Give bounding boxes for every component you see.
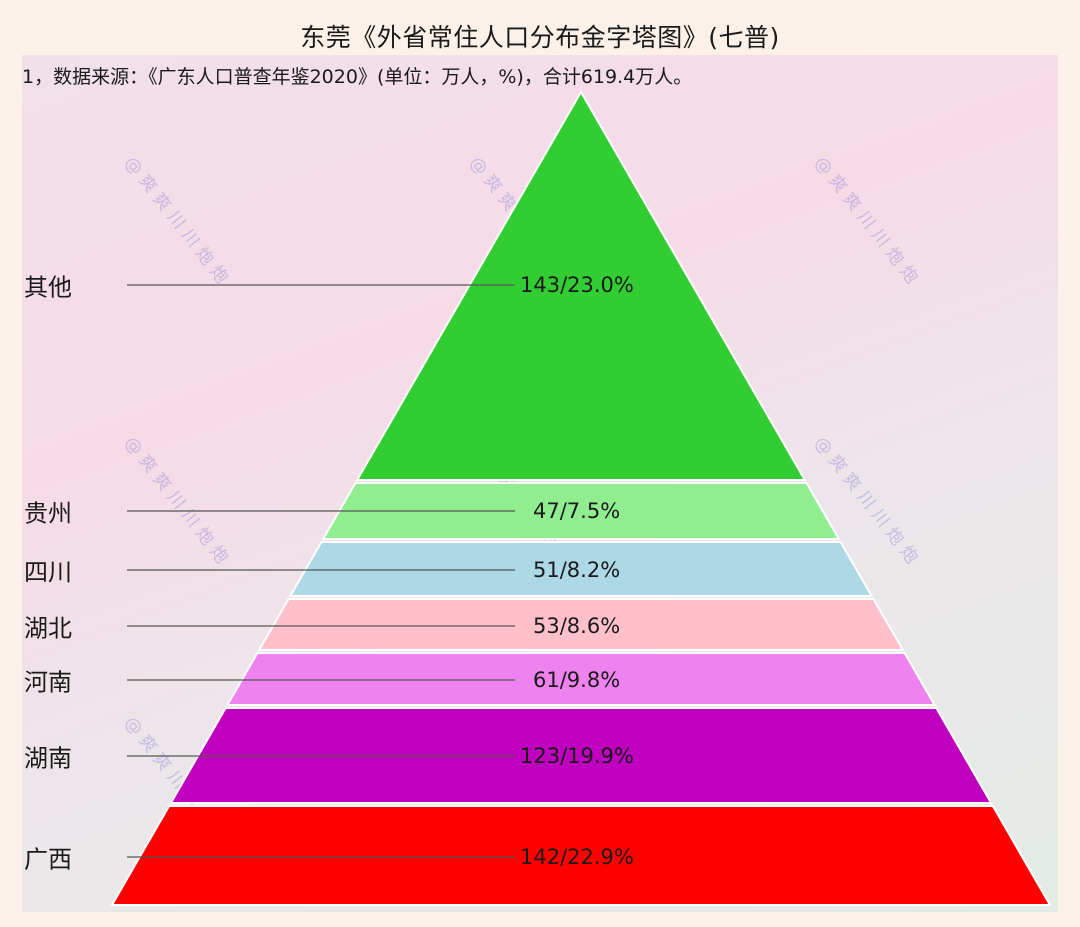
value-label: 51/8.2% bbox=[533, 558, 621, 582]
category-label: 广西 bbox=[24, 845, 72, 874]
pyramid-segments bbox=[110, 89, 1052, 906]
leader-lines bbox=[127, 284, 515, 858]
category-label: 贵州 bbox=[24, 499, 72, 528]
value-label: 53/8.6% bbox=[533, 614, 621, 638]
value-label: 123/19.9% bbox=[520, 744, 634, 768]
pyramid-segment bbox=[110, 805, 1052, 906]
pyramid-segment bbox=[169, 707, 993, 804]
pyramid-segment bbox=[355, 89, 807, 481]
chart-title: 东莞《外省常住人口分布金字塔图》(七普) bbox=[300, 23, 780, 52]
pyramid-segment bbox=[257, 598, 905, 651]
category-label: 河南 bbox=[24, 668, 72, 697]
pyramid-segment bbox=[321, 482, 841, 540]
value-label: 47/7.5% bbox=[533, 499, 621, 523]
category-label: 其他 bbox=[24, 273, 72, 302]
category-label: 四川 bbox=[24, 558, 72, 587]
category-label: 湖南 bbox=[24, 744, 72, 773]
value-label: 143/23.0% bbox=[520, 273, 634, 297]
category-label: 湖北 bbox=[24, 614, 72, 643]
pyramid-segment bbox=[288, 541, 874, 597]
value-label: 61/9.8% bbox=[533, 668, 621, 692]
pyramid-segment bbox=[225, 652, 937, 706]
value-label: 142/22.9% bbox=[520, 845, 634, 869]
chart-subtitle: 1，数据来源：《广东人口普查年鉴2020》(单位：万人，%)，合计619.4万人… bbox=[22, 66, 693, 88]
